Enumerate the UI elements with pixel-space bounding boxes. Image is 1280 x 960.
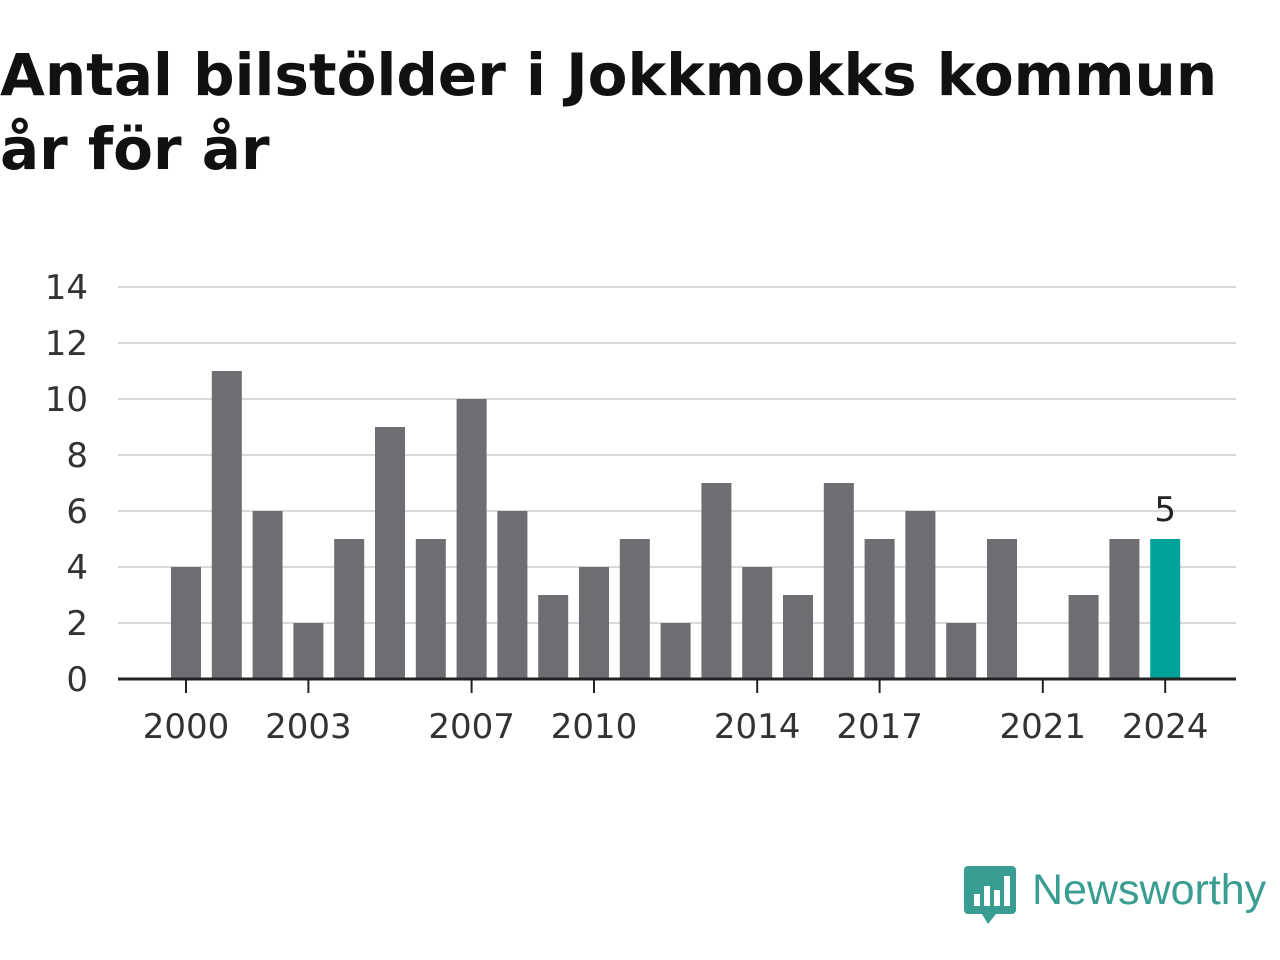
data-labels: 5 xyxy=(1154,490,1176,530)
bar-2010 xyxy=(579,567,609,679)
newsworthy-logo: Newsworthy xyxy=(964,864,1280,928)
bar-2014 xyxy=(742,567,773,679)
y-tick-label: 14 xyxy=(45,268,88,308)
y-tick-label: 0 xyxy=(66,660,88,700)
x-tick-label: 2014 xyxy=(714,707,801,747)
bar-2001 xyxy=(211,371,242,679)
bar-2009 xyxy=(538,595,569,679)
bar-2013 xyxy=(701,483,732,679)
bar-2003 xyxy=(293,623,324,679)
bar-chart: 0 2 4 6 8 10 12 14 2000 2003 2007 2010 2014 2017 2021… xyxy=(45,268,1236,747)
bar-2016 xyxy=(823,483,854,679)
bar-2007 xyxy=(456,399,487,679)
highlight-value-label: 5 xyxy=(1154,490,1176,530)
bars xyxy=(171,371,1181,679)
y-tick-label: 4 xyxy=(66,548,88,588)
bar-2008 xyxy=(497,511,528,679)
y-tick-label: 12 xyxy=(45,324,88,364)
x-tick-label: 2010 xyxy=(551,707,638,747)
x-tick-label: 2017 xyxy=(836,707,923,747)
bar-2015 xyxy=(783,595,813,679)
y-tick-label: 10 xyxy=(45,380,88,420)
bar-2017 xyxy=(864,539,895,679)
chart-title: Antal bilstölder i Jokkmokks kommun år f… xyxy=(0,41,1218,183)
bar-2005 xyxy=(375,427,405,679)
y-axis-ticks: 0 2 4 6 8 10 12 14 xyxy=(45,268,88,700)
y-tick-label: 6 xyxy=(66,492,88,532)
bar-2023 xyxy=(1109,539,1140,679)
x-tick-label: 2000 xyxy=(143,707,230,747)
gridlines xyxy=(118,286,1236,624)
bar-2011 xyxy=(619,539,650,679)
bar-2022 xyxy=(1068,595,1099,679)
x-tick-label: 2007 xyxy=(428,707,515,747)
bar-2019 xyxy=(946,623,977,679)
bar-2000 xyxy=(171,567,201,679)
bar-2024 xyxy=(1150,539,1181,679)
x-axis-ticks: 2000 2003 2007 2010 2014 2017 2021 2024 xyxy=(143,679,1209,747)
y-tick-label: 2 xyxy=(66,604,88,644)
bar-2006 xyxy=(415,539,446,679)
bar-chart-speech-bubble-icon xyxy=(964,866,1016,924)
x-tick-label: 2003 xyxy=(265,707,352,747)
y-tick-label: 8 xyxy=(66,436,88,476)
x-tick-label: 2024 xyxy=(1122,707,1209,747)
bar-2012 xyxy=(660,623,691,679)
bar-2004 xyxy=(334,539,365,679)
x-tick-label: 2021 xyxy=(1000,707,1087,747)
bar-2020 xyxy=(987,539,1017,679)
bar-2018 xyxy=(905,511,936,679)
bar-2002 xyxy=(252,511,283,679)
brand-name: Newsworthy xyxy=(1032,866,1267,914)
